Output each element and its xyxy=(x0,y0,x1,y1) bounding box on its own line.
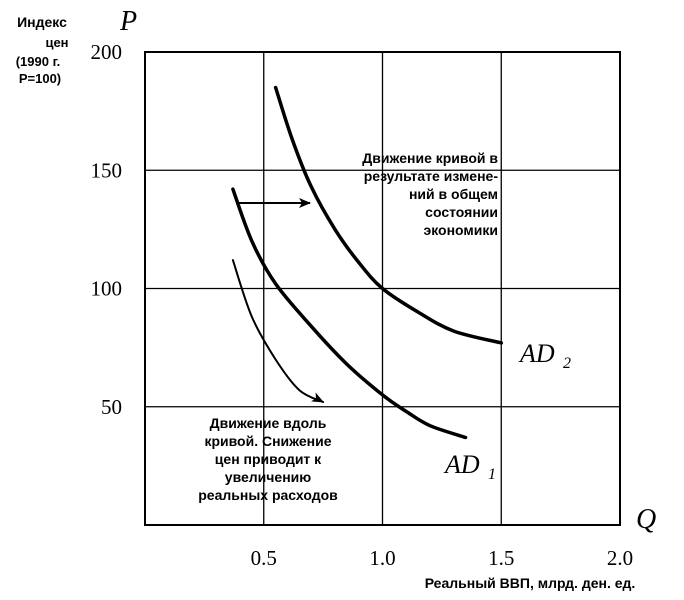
y-axis-title-line-1: Индекс xyxy=(17,14,67,30)
x-tick-label-3: 2.0 xyxy=(607,546,633,570)
along-annotation: Движение вдоль кривой. Снижение цен прив… xyxy=(198,415,338,503)
y-axis-title-line-4: P=100) xyxy=(19,71,61,86)
y-axis-symbol: P xyxy=(119,6,137,37)
label-ad1: AD 1 xyxy=(443,450,496,483)
label-ad1-letters: AD xyxy=(443,450,480,479)
along-annotation-line-5: реальных расходов xyxy=(198,487,338,503)
label-ad2: AD 2 xyxy=(518,339,571,372)
tick-labels: 0.5 1.0 1.5 2.0 50 100 150 200 xyxy=(91,40,634,570)
x-tick-label-2: 1.5 xyxy=(488,546,514,570)
x-axis-title: Реальный ВВП, млрд. ден. ед. xyxy=(425,575,636,591)
x-tick-label-1: 1.0 xyxy=(369,546,395,570)
label-ad2-letters: AD xyxy=(518,339,555,368)
y-tick-label-0: 50 xyxy=(101,395,122,419)
y-tick-label-2: 150 xyxy=(91,158,123,182)
curves xyxy=(231,85,504,440)
along-annotation-line-3: цен приводит к xyxy=(215,451,322,467)
label-ad2-subscript: 2 xyxy=(563,355,571,372)
series-line-movement-along-curve xyxy=(231,259,325,403)
series-line-ad2 xyxy=(273,85,504,345)
series-line-ad1 xyxy=(231,187,468,440)
along-annotation-line-2: кривой. Снижение xyxy=(204,433,331,449)
shift-annotation-line-2: результате измене- xyxy=(364,168,499,184)
along-annotation-line-1: Движение вдоль xyxy=(210,415,327,431)
shift-annotation-line-3: ний в общем xyxy=(409,186,498,202)
shift-annotation-line-4: состоянии xyxy=(425,204,498,220)
y-tick-label-3: 200 xyxy=(91,40,123,64)
y-axis-title-line-2: цен xyxy=(45,35,68,50)
along-annotation-line-4: увеличению xyxy=(225,469,311,485)
shift-annotation: Движение кривой в результате измене- ний… xyxy=(362,150,498,238)
y-axis-title: Индекс цен (1990 г. P=100) xyxy=(16,14,69,86)
shift-annotation-line-1: Движение кривой в xyxy=(362,150,498,166)
x-tick-label-0: 0.5 xyxy=(251,546,277,570)
label-ad1-subscript: 1 xyxy=(488,466,496,483)
shift-annotation-line-5: экономики xyxy=(423,222,498,238)
x-axis-symbol: Q xyxy=(636,504,656,535)
y-tick-label-1: 100 xyxy=(91,277,123,301)
y-axis-title-line-3: (1990 г. xyxy=(16,54,61,69)
grid xyxy=(144,51,621,526)
